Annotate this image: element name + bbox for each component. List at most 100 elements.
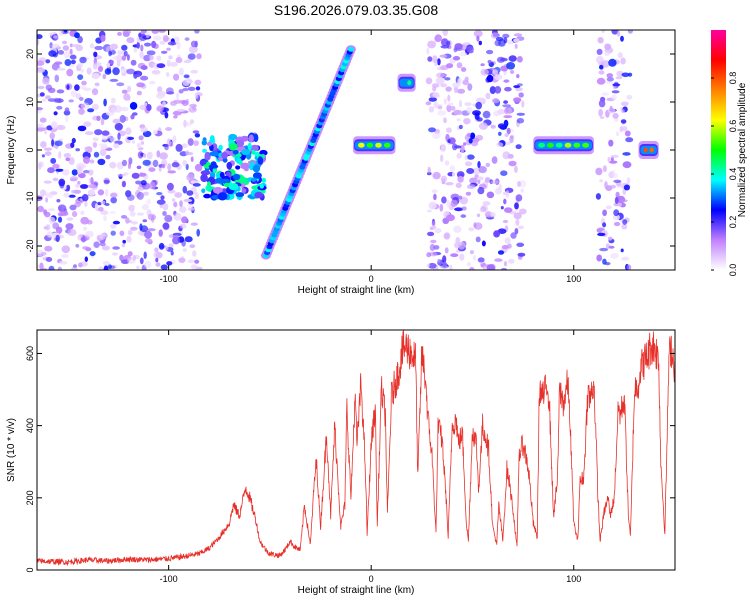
spectrogram-speck <box>59 211 69 217</box>
spectrogram-speck <box>57 216 63 223</box>
spectrogram-speck <box>518 180 527 188</box>
spectrogram-speck <box>127 229 133 236</box>
spectrogram-speck <box>137 62 146 69</box>
spectrogram-speck <box>127 85 132 93</box>
snr-line-layer <box>37 330 675 567</box>
spectrogram-speck <box>139 257 144 265</box>
spectrogram-speck <box>114 122 123 131</box>
spectrogram-speck <box>181 99 189 107</box>
spectrogram-cluster-blob <box>251 149 256 155</box>
spectrogram-speck <box>85 230 94 238</box>
spectrogram-speck <box>140 126 148 133</box>
spectrogram-speck <box>482 110 491 119</box>
spectrogram-speck <box>71 137 76 144</box>
spectrogram-band-mid <box>399 78 414 87</box>
spectrogram-speck <box>452 143 458 151</box>
spectrogram-speck <box>112 246 120 250</box>
spectrogram-speck <box>44 151 52 157</box>
spectrogram-speck <box>146 151 153 160</box>
spectrogram-speck <box>477 176 484 181</box>
spectrogram-chirp-core <box>347 46 354 52</box>
spectrogram-speck <box>74 183 81 188</box>
spectrogram-speck <box>47 167 55 174</box>
snr-background <box>37 330 675 570</box>
spectrogram-speck <box>106 62 111 68</box>
spectrogram-speck <box>516 56 523 63</box>
spectrogram-speck <box>39 117 47 123</box>
spectrogram-speck <box>434 59 438 67</box>
spectrogram-xtick-label: -100 <box>160 274 178 284</box>
spectrogram-speck <box>507 258 515 264</box>
spectrogram-speck <box>79 56 87 64</box>
spectrogram-speck <box>99 148 107 157</box>
spectrogram-speck <box>179 206 187 213</box>
spectrogram-speck <box>109 59 115 65</box>
spectrogram-cluster-blob <box>201 139 207 146</box>
spectrogram-speck <box>143 54 152 62</box>
spectrogram-speck <box>167 170 176 174</box>
spectrogram-speck <box>515 194 523 202</box>
spectrogram-speck <box>192 130 200 134</box>
spectrogram-cluster-blob <box>241 149 251 156</box>
spectrogram-speck <box>63 30 68 33</box>
spectrogram-speck <box>480 63 485 67</box>
snr-xtick-label: -100 <box>160 574 178 584</box>
spectrogram-speck <box>602 165 607 173</box>
spectrogram-speck <box>500 206 504 210</box>
spectrogram-speck <box>42 77 50 85</box>
spectrogram-speck <box>110 224 117 229</box>
spectrogram-speck <box>162 35 169 43</box>
spectrogram-speck <box>130 114 135 120</box>
spectrogram-speck <box>37 85 45 90</box>
spectrogram-speck <box>454 207 464 212</box>
spectrogram-speck <box>116 161 124 170</box>
spectrogram-speck <box>66 84 70 90</box>
spectrogram-speck <box>121 89 128 94</box>
spectrogram-cluster-blob <box>212 167 217 174</box>
spectrogram-speck <box>40 251 47 256</box>
spectrogram-speck <box>83 121 92 127</box>
spectrogram-speck <box>504 133 509 138</box>
colorbar-tick-label: 0.4 <box>728 168 738 181</box>
spectrogram-speck <box>429 251 438 257</box>
spectrogram-speck <box>96 115 101 122</box>
spectrogram-speck <box>602 222 607 228</box>
spectrogram-speck <box>447 102 454 106</box>
spectrogram-speck <box>86 146 93 154</box>
spectrogram-speck <box>484 177 491 183</box>
spectrogram-speck <box>431 225 437 230</box>
spectrogram-speck <box>59 30 63 37</box>
spectrogram-speck <box>127 136 135 140</box>
spectrogram-speck <box>136 90 142 96</box>
spectrogram-speck <box>445 182 454 186</box>
spectrogram-ytick-label: -20 <box>25 239 35 252</box>
spectrogram-speck <box>597 37 604 44</box>
spectrogram-speck <box>89 43 95 49</box>
spectrogram-speck <box>503 198 507 205</box>
spectrogram-speck <box>121 180 126 188</box>
spectrogram-cluster-blob <box>241 188 247 194</box>
spectrogram-speck <box>497 123 505 129</box>
spectrogram-speck <box>459 124 463 130</box>
spectrogram-cluster-blob <box>248 134 254 143</box>
spectrogram-cluster-blob <box>219 171 225 179</box>
spectrogram-speck <box>457 88 466 94</box>
spectrogram-speck <box>93 151 100 158</box>
spectrogram-speck <box>56 105 63 110</box>
spectrogram-speck <box>144 260 152 268</box>
snr-xtick-label: 0 <box>369 574 374 584</box>
spectrogram-speck <box>466 184 476 190</box>
spectrogram-speck <box>429 243 436 252</box>
spectrogram-cluster-blob <box>247 142 252 151</box>
spectrogram-speck <box>186 190 194 196</box>
spectrogram-speck <box>626 177 631 184</box>
spectrogram-speck <box>182 87 189 92</box>
spectrogram-speck <box>43 147 53 151</box>
spectrogram-speck <box>61 245 70 254</box>
spectrogram-speck <box>620 57 626 65</box>
spectrogram-speck <box>158 166 162 172</box>
spectrogram-speck <box>466 106 473 114</box>
spectrogram-speck <box>516 112 525 116</box>
colorbar-tick-label: 0.6 <box>728 120 738 133</box>
spectrogram-speck <box>490 32 500 39</box>
